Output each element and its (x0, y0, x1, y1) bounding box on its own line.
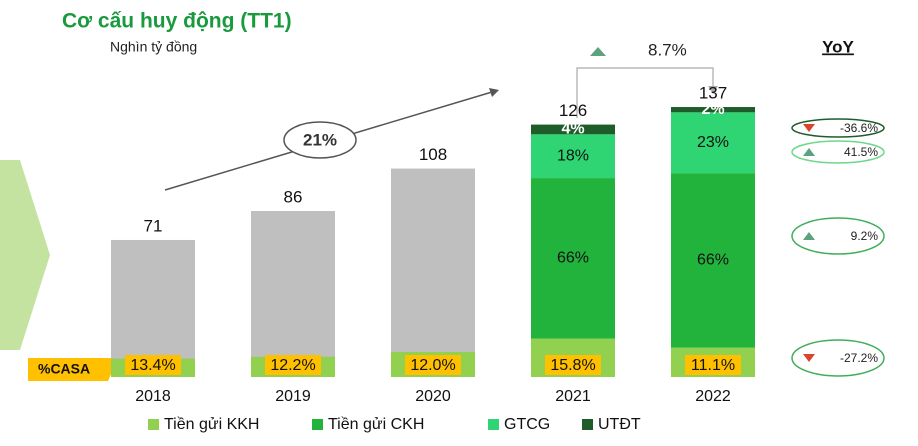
value-label: 15.8% (550, 357, 595, 374)
value-label-box (125, 355, 181, 375)
value-label: 66% (697, 252, 729, 269)
value-label: 4% (561, 121, 584, 138)
yoy-badge (791, 118, 885, 138)
total-label: 108 (419, 145, 447, 164)
bar-segment (671, 173, 755, 348)
legend-swatch (148, 419, 159, 430)
total-bar (111, 239, 195, 377)
yoy-label: -27.2% (840, 351, 878, 365)
legend-swatch (582, 419, 593, 430)
total-bar (391, 168, 475, 377)
value-label: 2% (701, 101, 724, 118)
value-label-box (545, 355, 601, 375)
value-label: 23% (697, 134, 729, 151)
total-label: 71 (144, 216, 163, 235)
yoy-title: YoY (822, 37, 854, 56)
value-label-box (685, 355, 741, 375)
x-tick-label: 2019 (275, 388, 311, 405)
x-tick-label: 2021 (555, 388, 591, 405)
total-label: 137 (699, 84, 727, 103)
growth-label: 8.7% (648, 40, 687, 59)
bar-segment (531, 134, 615, 179)
yoy-label: -36.6% (840, 121, 878, 135)
bar-segment (531, 178, 615, 339)
casa-tag (28, 358, 118, 381)
value-label: 12.2% (270, 357, 315, 374)
x-tick-label: 2020 (415, 388, 451, 405)
bar-segment (671, 107, 755, 113)
yoy-badge (791, 140, 885, 164)
bar-segment (531, 124, 615, 135)
yoy-label: 9.2% (851, 229, 879, 243)
yoy-label: 41.5% (844, 145, 878, 159)
yoy-icon (803, 232, 815, 240)
yoy-badge (791, 217, 885, 255)
casa-label: %CASA (38, 361, 90, 377)
growth-icon (590, 47, 606, 56)
legend-label: Tiền gửi KKH (164, 416, 259, 433)
cagr-bubble (283, 121, 357, 159)
cagr-label: 21% (303, 130, 337, 149)
yoy-icon (803, 124, 815, 132)
yoy-badge (791, 339, 885, 377)
growth-arrowhead (708, 86, 718, 94)
bar-segment (671, 112, 755, 174)
value-label-box (265, 355, 321, 375)
value-label: 18% (557, 147, 589, 164)
yoy-icon (803, 354, 815, 362)
legend-label: Tiền gửi CKH (328, 416, 424, 433)
value-label: 12.0% (410, 357, 455, 374)
growth-connector (576, 67, 714, 118)
legend-label: UTĐT (598, 416, 641, 433)
yoy-icon (803, 148, 815, 156)
legend-swatch (488, 419, 499, 430)
value-label-box (405, 355, 461, 375)
total-label: 86 (284, 188, 303, 207)
chart-title: Cơ cấu huy động (TT1) (62, 10, 292, 33)
legend-swatch (312, 419, 323, 430)
x-tick-label: 2018 (135, 388, 171, 405)
cagr-arrowhead (489, 88, 499, 97)
legend-label: GTCG (504, 416, 550, 433)
side-decoration (0, 160, 50, 350)
x-tick-label: 2022 (695, 388, 731, 405)
value-label: 66% (557, 250, 589, 267)
value-label: 11.1% (691, 357, 735, 374)
value-label: 13.4% (130, 357, 175, 374)
total-label: 126 (559, 101, 587, 120)
total-bar (251, 211, 335, 377)
chart-subtitle: Nghìn tỷ đồng (110, 39, 197, 55)
